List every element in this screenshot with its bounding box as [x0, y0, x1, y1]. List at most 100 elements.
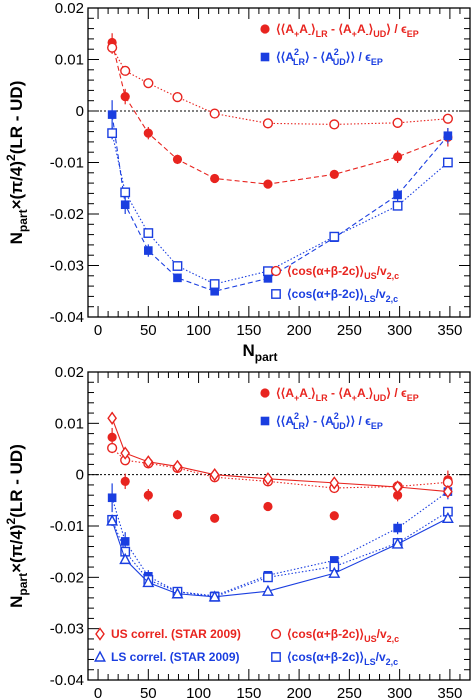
legend-text-blue-filled: ⟨⟨A2 LR⟩ - ⟨A2 UD⟩⟩ / ϵEP	[276, 411, 383, 431]
x-axis-label: Npart	[243, 341, 278, 364]
series-line	[111, 511, 449, 598]
data-point	[261, 584, 274, 596]
data-point	[107, 442, 118, 454]
data-point	[263, 472, 273, 486]
x-tick-label: 100	[186, 685, 211, 699]
series-5	[106, 511, 454, 602]
x-tick-label: 350	[437, 685, 462, 699]
series-4	[107, 411, 453, 499]
x-tick-label: 100	[186, 322, 211, 339]
data-point	[107, 493, 117, 503]
legend-text-blue-open: ⟨cos(α+β-2c)⟩LS/v2,c	[287, 287, 398, 304]
data-point	[120, 187, 131, 198]
data-point	[143, 78, 154, 89]
data-point	[172, 261, 183, 271]
data-point	[106, 514, 119, 526]
data-point	[441, 511, 454, 523]
data-point	[392, 117, 403, 128]
y-tick-label: 0.02	[55, 364, 84, 381]
data-point	[442, 113, 453, 124]
legend-text-red-open: ⟨cos(α+β-2c)⟩US/v2,c	[287, 627, 399, 644]
legend-marker-blue-filled	[260, 52, 270, 62]
data-point	[329, 169, 339, 179]
y-tick-label: -0.01	[50, 155, 84, 172]
legend-text-red-open: ⟨cos(α+β-2c)⟩US/v2,c	[287, 264, 399, 281]
y-tick-label: -0.04	[50, 672, 84, 689]
legend-text-us-star: US correl. (STAR 2009)	[111, 627, 241, 641]
data-point	[329, 511, 339, 521]
data-point	[393, 190, 402, 200]
data-point	[392, 200, 403, 211]
data-point	[329, 476, 340, 490]
data-point	[263, 266, 273, 277]
legend-marker-blue-open	[271, 289, 281, 299]
legend-text-ls-star: LS correl. (STAR 2009)	[111, 650, 239, 664]
data-point	[119, 552, 132, 565]
x-tick-label: 50	[140, 685, 157, 699]
data-point	[120, 476, 130, 486]
series-line	[111, 114, 449, 292]
series-1	[107, 100, 453, 296]
y-tick-label: -0.03	[50, 621, 84, 638]
data-point	[391, 537, 404, 549]
legend-marker-us-star	[95, 627, 105, 641]
data-point	[393, 152, 403, 162]
x-tick-label: 300	[387, 685, 412, 699]
series-3	[107, 126, 453, 289]
data-point	[392, 480, 403, 494]
legend-marker-blue-open	[271, 652, 281, 662]
data-point	[210, 173, 220, 184]
data-point	[443, 131, 453, 141]
series-0	[107, 427, 453, 523]
x-tick-label: 150	[236, 322, 261, 339]
data-point	[210, 513, 220, 523]
y-tick-label: -0.02	[50, 569, 84, 586]
data-point	[120, 200, 130, 210]
x-tick-label: 200	[287, 322, 312, 339]
data-point	[142, 575, 155, 588]
y-tick-label: 0.01	[55, 52, 84, 69]
data-point	[262, 118, 274, 129]
x-tick-label: 300	[387, 322, 412, 339]
data-point	[442, 157, 453, 168]
x-tick-label: 200	[287, 685, 312, 699]
data-point	[329, 231, 340, 242]
data-point	[120, 65, 131, 76]
data-point	[393, 490, 403, 500]
data-point	[143, 228, 154, 238]
y-tick-label: 0	[76, 103, 84, 120]
legend: ⟨⟨A+A-⟩LR - ⟨A+A-⟩UD⟩ / ϵEP ⟨⟨A2 LR⟩ - ⟨A2…	[94, 386, 419, 667]
data-point	[263, 274, 273, 283]
data-point	[107, 128, 118, 139]
data-point	[143, 490, 153, 500]
series-2	[107, 41, 453, 130]
x-tick-label: 250	[337, 322, 362, 339]
legend: ⟨⟨A+A-⟩LR - ⟨A+A-⟩UD⟩ / ϵEP ⟨⟨A2 LR⟩ - ⟨A2…	[260, 22, 419, 304]
data-point	[263, 572, 273, 583]
legend-marker-blue-filled	[260, 416, 270, 426]
data-point	[107, 432, 117, 442]
y-tick-label: 0.02	[55, 0, 84, 17]
chart-panel-top: -0.04 -0.03 -0.02 -0.01 0 0.01 0.02 0 50 100 150 20…	[4, 0, 471, 364]
data-point	[120, 537, 130, 546]
data-point	[172, 510, 183, 520]
data-point	[173, 273, 182, 283]
y-axis-label: Npart×(π/4)2(LR - UD)	[4, 81, 30, 245]
legend-text-red-filled: ⟨⟨A+A-⟩LR - ⟨A+A-⟩UD⟩ / ϵEP	[276, 22, 419, 39]
legend-marker-red-filled	[260, 388, 270, 398]
x-tick-label: 0	[94, 685, 102, 699]
data-point	[120, 446, 131, 460]
y-tick-label: 0.01	[55, 415, 84, 432]
legend-text-blue-open: ⟨cos(α+β-2c)⟩LS/v2,c	[287, 650, 398, 667]
legend-marker-red-filled	[260, 24, 270, 34]
legend-text-red-filled: ⟨⟨A+A-⟩LR - ⟨A+A-⟩UD⟩ / ϵEP	[276, 386, 419, 403]
data-point	[143, 455, 154, 469]
data-point	[120, 91, 130, 102]
x-tick-label: 50	[140, 322, 157, 339]
data-point	[107, 110, 117, 119]
data-point	[107, 411, 117, 425]
data-point	[209, 467, 220, 482]
data-point	[172, 459, 183, 474]
data-point	[393, 523, 402, 533]
